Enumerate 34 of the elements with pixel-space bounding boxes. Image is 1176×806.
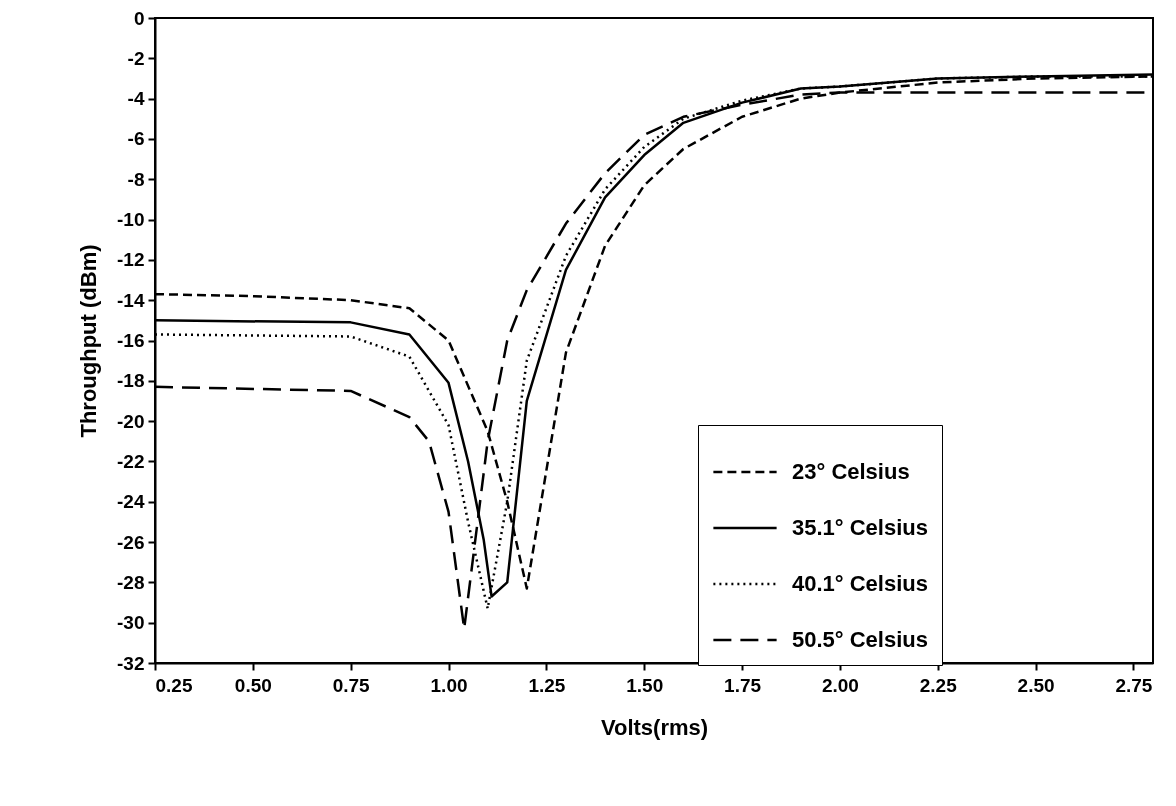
x-tick-label: 2.50 <box>1017 674 1055 696</box>
legend-label: 35.1° Celsius <box>792 515 928 540</box>
y-tick-label: 0 <box>133 7 145 29</box>
x-tick-label: 1.00 <box>430 674 468 696</box>
x-tick-label: 2.75 <box>1115 674 1153 696</box>
y-tick-label: -16 <box>117 330 145 351</box>
y-tick-label: -24 <box>117 491 145 513</box>
y-tick-label: -4 <box>127 88 145 110</box>
legend-label: 40.1° Celsius <box>792 571 928 596</box>
legend-label: 50.5° Celsius <box>792 627 928 652</box>
y-tick-label: -18 <box>117 370 145 392</box>
x-tick-label: 2.25 <box>919 674 958 696</box>
x-tick-label: 1.75 <box>724 674 762 696</box>
legend-label: 23° Celsius <box>792 459 910 484</box>
y-tick-label: -20 <box>117 410 145 432</box>
x-tick-label: 1.50 <box>626 674 664 696</box>
x-axis-title: Volts(rms) <box>600 714 709 740</box>
x-tick-label: 0.25 <box>155 674 193 696</box>
y-tick-label: -28 <box>117 571 145 593</box>
x-tick-label: 0.75 <box>332 674 371 696</box>
y-tick-label: -2 <box>127 47 145 69</box>
x-tick-label: 0.50 <box>234 674 272 696</box>
y-tick-label: -30 <box>117 612 145 634</box>
y-tick-label: -12 <box>117 249 145 271</box>
x-tick-label: 2.00 <box>821 674 859 696</box>
y-tick-label: -14 <box>117 289 145 311</box>
y-tick-label: -22 <box>117 450 145 472</box>
y-tick-label: -10 <box>117 209 145 231</box>
x-tick-label: 1.25 <box>528 674 566 696</box>
y-axis-title: Throughput (dBm) <box>76 244 102 438</box>
y-tick-label: -6 <box>127 128 145 150</box>
y-tick-label: -26 <box>117 531 145 553</box>
y-tick-label: -8 <box>127 168 145 190</box>
y-tick-label: -32 <box>117 652 145 674</box>
